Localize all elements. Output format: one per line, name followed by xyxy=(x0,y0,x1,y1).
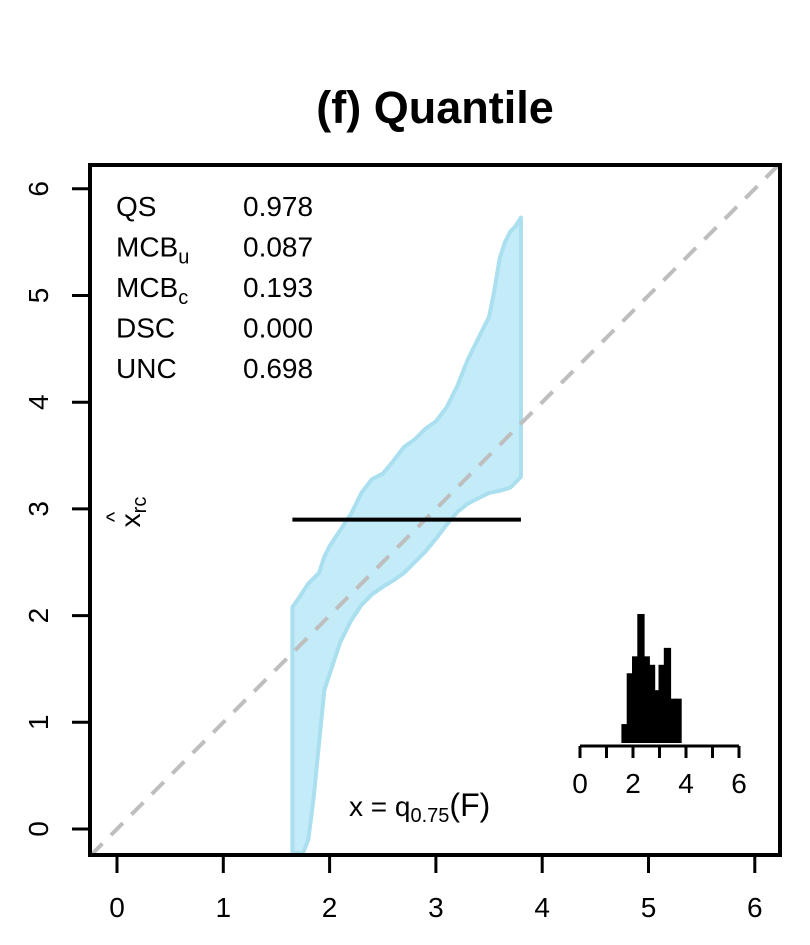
stat-name: DSC xyxy=(116,313,175,344)
consistency-band xyxy=(290,215,523,855)
x-tick-label: 0 xyxy=(109,892,125,923)
diagonal-layer xyxy=(89,160,783,858)
y-tick-label: 3 xyxy=(23,501,54,517)
stat-name-sub: u xyxy=(178,247,189,269)
x-tick-label: 3 xyxy=(428,892,444,923)
inset-tick-label: 0 xyxy=(572,768,588,799)
inset-tick-label: 2 xyxy=(625,768,641,799)
stat-name: MCBc xyxy=(116,272,188,309)
y-axis-label-hat: ^ xyxy=(102,511,127,522)
y-axis-label-base: x xyxy=(115,513,146,527)
y-axis-label-sub: rc xyxy=(129,497,151,514)
annotation-sub: 0.75 xyxy=(410,805,449,827)
stat-value: 0.087 xyxy=(243,232,313,263)
annotation-prefix: x = q xyxy=(349,791,410,822)
x-tick-label: 2 xyxy=(322,892,338,923)
inset-histogram: 0 2 4 6 xyxy=(572,614,747,799)
consistency-band-layer xyxy=(290,215,523,855)
inset-histogram-bar xyxy=(663,647,672,743)
stat-name-base: DSC xyxy=(116,313,175,344)
stat-name: UNC xyxy=(116,353,177,384)
x-tick-label: 4 xyxy=(534,892,550,923)
y-axis-label: xrc xyxy=(115,497,151,528)
y-tick-label: 1 xyxy=(23,715,54,731)
stat-value: 0.193 xyxy=(243,272,313,303)
x-tick-label: 5 xyxy=(641,892,657,923)
chart-title: (f) Quantile xyxy=(316,82,553,133)
y-tick-label: 6 xyxy=(23,181,54,197)
quantile-annotation: x = q0.75(F) xyxy=(349,787,490,827)
stat-name-base: MCB xyxy=(116,232,178,263)
x-tick-label: 1 xyxy=(216,892,232,923)
annotation-arg: (F) xyxy=(449,787,490,823)
stat-value: 0.978 xyxy=(243,191,313,222)
stat-name-sub: c xyxy=(178,287,188,309)
stat-name: QS xyxy=(116,191,156,222)
y-tick-label: 2 xyxy=(23,608,54,624)
stat-name: MCBu xyxy=(116,232,189,269)
x-axis: 0 1 2 3 4 5 6 xyxy=(109,853,763,923)
y-axis: 0 1 2 3 4 5 6 xyxy=(23,181,92,837)
y-tick-label: 5 xyxy=(23,288,54,304)
stat-name-base: MCB xyxy=(116,272,178,303)
stat-value: 0.698 xyxy=(243,353,313,384)
stat-name-base: QS xyxy=(116,191,156,222)
inset-tick-label: 4 xyxy=(678,768,694,799)
stat-name-base: UNC xyxy=(116,353,177,384)
y-tick-label: 4 xyxy=(23,394,54,410)
y-tick-label: 0 xyxy=(23,821,54,837)
inset-histogram-bar xyxy=(674,698,682,744)
x-tick-label: 6 xyxy=(747,892,763,923)
inset-tick-label: 6 xyxy=(731,768,747,799)
stat-value: 0.000 xyxy=(243,313,313,344)
diagonal-reference-line xyxy=(89,160,783,858)
